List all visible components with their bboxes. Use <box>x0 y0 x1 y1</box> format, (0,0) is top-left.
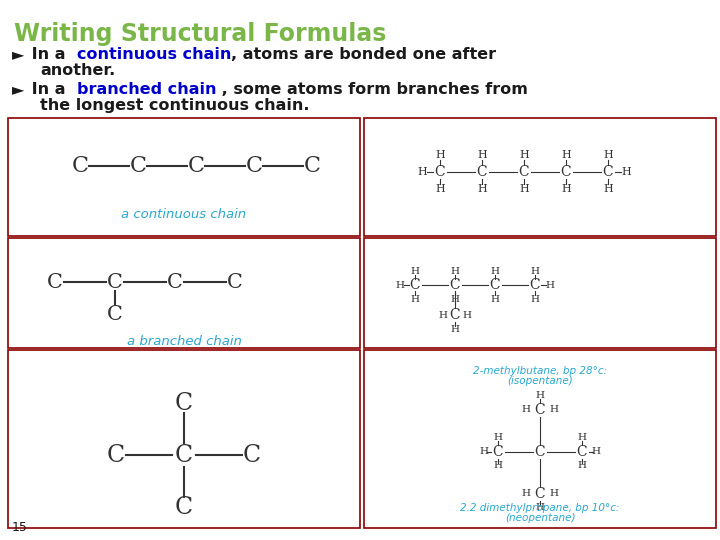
Text: C: C <box>175 496 193 518</box>
Bar <box>364 118 716 236</box>
Text: H: H <box>531 267 539 275</box>
Text: H: H <box>603 150 613 160</box>
Text: C: C <box>187 155 204 177</box>
Text: C: C <box>477 165 487 179</box>
Text: (isopentane): (isopentane) <box>507 376 573 386</box>
Text: H: H <box>561 150 571 160</box>
Text: H: H <box>561 184 571 194</box>
Text: H: H <box>480 448 488 456</box>
Text: H: H <box>521 489 531 498</box>
Text: , some atoms form branches from: , some atoms form branches from <box>216 82 528 97</box>
Text: H: H <box>521 406 531 415</box>
Text: H: H <box>549 406 559 415</box>
Text: (neopentane): (neopentane) <box>505 513 575 523</box>
Text: C: C <box>530 278 540 292</box>
Text: continuous chain: continuous chain <box>77 47 231 62</box>
Text: C: C <box>243 443 261 467</box>
Bar <box>8 118 360 236</box>
Text: ►: ► <box>12 47 24 62</box>
Text: H: H <box>410 294 420 303</box>
Text: H: H <box>438 310 448 320</box>
Text: In a: In a <box>26 82 77 97</box>
Text: ►: ► <box>12 82 24 97</box>
Text: H: H <box>462 310 472 320</box>
Text: C: C <box>175 392 193 415</box>
Text: C: C <box>107 443 125 467</box>
Text: C: C <box>130 155 146 177</box>
Text: C: C <box>518 165 529 179</box>
Text: H: H <box>603 184 613 194</box>
Text: H: H <box>435 184 445 194</box>
Text: H: H <box>531 294 539 303</box>
Text: C: C <box>435 165 445 179</box>
Text: H: H <box>577 462 587 470</box>
Text: C: C <box>175 443 193 467</box>
Text: , atoms are bonded one after: , atoms are bonded one after <box>231 47 496 62</box>
Bar <box>8 350 360 528</box>
Text: 15: 15 <box>12 521 28 534</box>
Text: C: C <box>107 305 123 323</box>
Text: a continuous chain: a continuous chain <box>122 208 246 221</box>
Text: C: C <box>490 278 500 292</box>
Text: the longest continuous chain.: the longest continuous chain. <box>40 98 310 113</box>
Text: H: H <box>490 267 500 275</box>
Text: H: H <box>417 167 427 177</box>
Text: C: C <box>71 155 89 177</box>
Text: C: C <box>167 273 183 292</box>
Bar <box>364 238 716 348</box>
Text: H: H <box>410 267 420 275</box>
Text: branched chain: branched chain <box>77 82 216 97</box>
Text: H: H <box>477 150 487 160</box>
Text: H: H <box>493 434 503 442</box>
Text: C: C <box>535 403 545 417</box>
Bar <box>364 350 716 528</box>
Text: C: C <box>227 273 243 292</box>
Text: H: H <box>493 462 503 470</box>
Text: H: H <box>549 489 559 498</box>
Text: H: H <box>536 503 544 512</box>
Text: C: C <box>450 308 460 322</box>
Text: a branched chain: a branched chain <box>127 335 241 348</box>
Text: H: H <box>395 280 405 289</box>
Text: C: C <box>107 273 123 292</box>
Bar <box>8 238 360 348</box>
Text: H: H <box>577 434 587 442</box>
Text: H: H <box>519 184 529 194</box>
Text: H: H <box>490 294 500 303</box>
Text: C: C <box>246 155 263 177</box>
Text: C: C <box>304 155 320 177</box>
Text: C: C <box>492 445 503 459</box>
Text: H: H <box>451 294 459 303</box>
Text: H: H <box>536 392 544 401</box>
Text: H: H <box>477 184 487 194</box>
Text: H: H <box>451 325 459 334</box>
Text: H: H <box>435 150 445 160</box>
Text: C: C <box>577 445 588 459</box>
Text: H: H <box>592 448 600 456</box>
Text: 2-methylbutane, bp 28°c:: 2-methylbutane, bp 28°c: <box>473 366 607 376</box>
Text: C: C <box>410 278 420 292</box>
Text: H: H <box>451 267 459 275</box>
Text: C: C <box>535 445 545 459</box>
Text: C: C <box>450 278 460 292</box>
Text: H: H <box>621 167 631 177</box>
Text: H: H <box>519 150 529 160</box>
Text: C: C <box>561 165 571 179</box>
Text: another.: another. <box>40 63 115 78</box>
Text: C: C <box>535 487 545 501</box>
Text: 2.2 dimethylpropane, bp 10°c:: 2.2 dimethylpropane, bp 10°c: <box>460 503 620 513</box>
Text: Writing Structural Formulas: Writing Structural Formulas <box>14 22 387 46</box>
Text: C: C <box>47 273 63 292</box>
Text: C: C <box>603 165 613 179</box>
Text: H: H <box>546 280 554 289</box>
Text: In a: In a <box>26 47 77 62</box>
